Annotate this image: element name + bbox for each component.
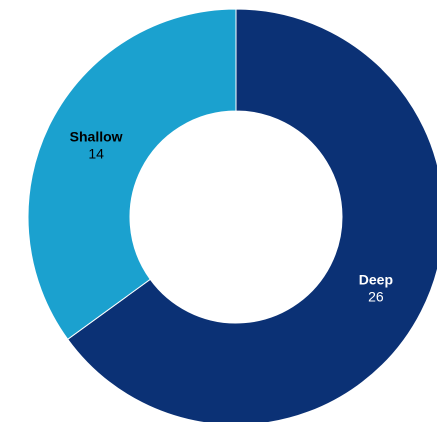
slice-label-deep: Deep <box>359 271 393 287</box>
donut-slices <box>27 8 437 422</box>
slice-value-deep: 26 <box>368 288 384 304</box>
slice-deep <box>67 8 437 422</box>
slice-shallow <box>27 8 237 340</box>
slice-value-shallow: 14 <box>88 146 104 162</box>
slice-label-shallow: Shallow <box>70 129 123 145</box>
